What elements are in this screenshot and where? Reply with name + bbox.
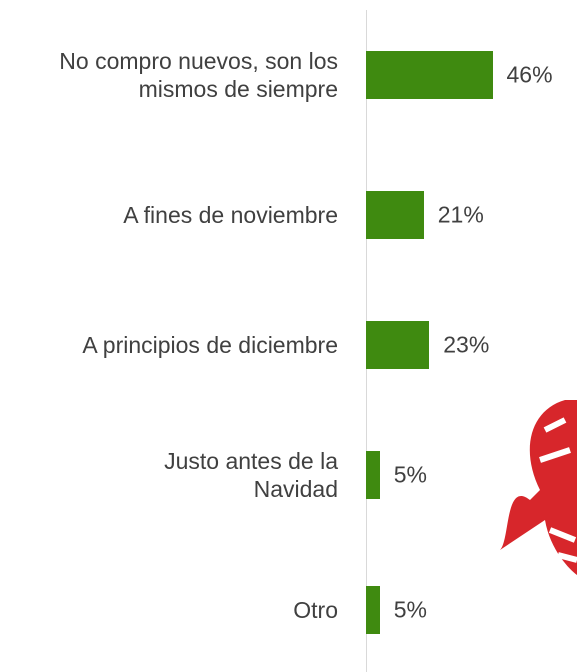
bar (366, 451, 380, 499)
category-label: No compro nuevos, son los mismos de siem… (59, 48, 338, 102)
category-label: A fines de noviembre (123, 202, 338, 228)
bar (366, 191, 424, 239)
category-label: A principios de diciembre (82, 332, 338, 358)
value-label: 5% (393, 461, 427, 488)
candy-cane-decoration (500, 400, 577, 575)
value-label: 46% (506, 61, 553, 88)
bar (366, 321, 430, 369)
bar (366, 586, 380, 634)
value-label: 21% (437, 201, 484, 228)
value-label: 23% (443, 331, 490, 358)
category-label: Justo antes de la Navidad (164, 448, 338, 502)
value-label: 5% (393, 596, 427, 623)
bar (366, 51, 493, 99)
category-label: Otro (293, 597, 338, 623)
